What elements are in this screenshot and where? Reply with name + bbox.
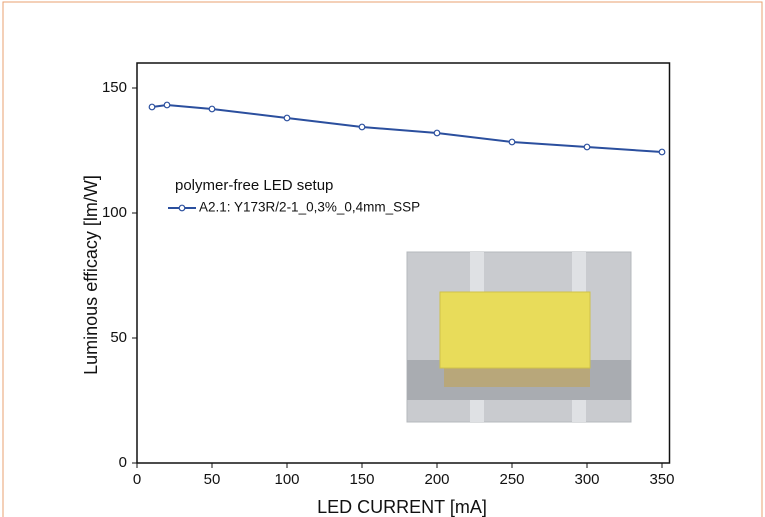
point bbox=[508, 138, 516, 146]
point bbox=[433, 129, 441, 137]
x-tick-label: 250 bbox=[499, 471, 524, 488]
y-tick-label: 100 bbox=[102, 204, 127, 221]
point bbox=[148, 103, 156, 111]
x-tick-label: 50 bbox=[204, 471, 221, 488]
x-tick-label: 200 bbox=[424, 471, 449, 488]
y-tick-label: 150 bbox=[102, 79, 127, 96]
point bbox=[583, 143, 591, 151]
photo-inset bbox=[406, 251, 632, 423]
y-axis-label: Luminous efficacy [lm/W] bbox=[81, 175, 101, 375]
x-tick-label: 150 bbox=[349, 471, 374, 488]
legend-label: A2.1: Y173R/2-1_0,3%_0,4mm_SSP bbox=[199, 200, 420, 215]
y-tick-label: 50 bbox=[110, 329, 127, 346]
plot-frame bbox=[136, 62, 671, 464]
x-axis-label: LED CURRENT [mA] bbox=[317, 497, 487, 517]
x-tick-label: 350 bbox=[649, 471, 674, 488]
x-tick-label: 300 bbox=[574, 471, 599, 488]
legend-title: polymer-free LED setup bbox=[175, 177, 333, 194]
x-tick-label: 100 bbox=[274, 471, 299, 488]
point bbox=[208, 105, 216, 113]
x-tick-label: 0 bbox=[133, 471, 141, 488]
point bbox=[163, 101, 171, 109]
point bbox=[358, 123, 366, 131]
y-tick-label: 0 bbox=[119, 454, 127, 471]
point bbox=[658, 148, 666, 156]
point bbox=[283, 114, 291, 122]
legend-marker bbox=[178, 204, 186, 212]
